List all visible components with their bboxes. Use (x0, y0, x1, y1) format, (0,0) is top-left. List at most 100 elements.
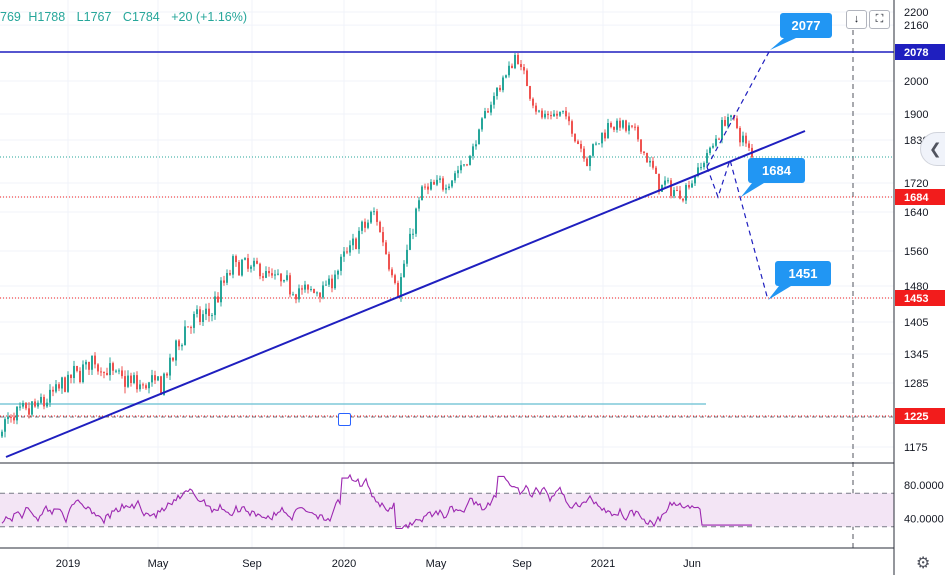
candle-body-150 (451, 180, 453, 187)
candle-body-5 (16, 406, 18, 421)
candle-body-61 (184, 326, 186, 346)
candle-body-152 (457, 170, 459, 174)
candle-body-83 (250, 266, 252, 269)
candle-body-55 (166, 373, 168, 376)
candle-body-122 (367, 222, 369, 228)
candle-body-71 (214, 296, 216, 316)
price-tick-3: 2000 (904, 76, 928, 88)
candle-body-234 (703, 163, 705, 168)
candle-body-175 (526, 70, 528, 87)
candle-body-159 (478, 129, 480, 145)
candle-body-197 (592, 144, 594, 156)
candle-body-144 (433, 181, 435, 185)
candle-body-239 (718, 138, 720, 140)
candle-body-68 (205, 308, 207, 315)
candle-body-15 (46, 402, 48, 407)
ohlc-close-label: C1784 (123, 10, 164, 24)
candle-body-216 (649, 160, 651, 163)
candle-body-237 (712, 145, 714, 148)
candle-body-230 (691, 183, 693, 188)
candle-body-215 (646, 153, 648, 163)
candle-body-160 (481, 118, 483, 130)
candle-body-171 (514, 54, 516, 69)
candle-body-142 (427, 186, 429, 190)
scroll-down-button[interactable]: ↓ (846, 10, 867, 29)
candle-body-158 (475, 144, 477, 147)
candle-body-114 (343, 251, 345, 257)
candle-body-203 (610, 123, 612, 127)
candle-body-97 (292, 294, 294, 296)
candle-body-110 (331, 278, 333, 289)
candle-body-205 (616, 120, 618, 130)
candle-body-40 (121, 370, 123, 377)
candle-body-187 (562, 110, 564, 112)
candle-body-143 (430, 181, 432, 190)
price-tick-1: 2160 (904, 20, 928, 32)
candle-body-21 (64, 377, 66, 392)
candle-body-30 (91, 355, 93, 370)
candle-body-132 (397, 282, 399, 298)
price-tick-0: 2200 (904, 7, 928, 19)
candle-body-19 (58, 384, 60, 389)
candle-body-147 (442, 178, 444, 190)
price-tag-label-1225: 1225 (904, 411, 928, 423)
candle-body-179 (538, 110, 540, 112)
candle-body-134 (403, 263, 405, 278)
candle-body-200 (601, 132, 603, 144)
candle-body-127 (382, 232, 384, 243)
candle-body-48 (145, 385, 147, 389)
callout-box-1451 (775, 261, 831, 286)
candle-body-172 (517, 54, 519, 65)
candle-body-112 (337, 270, 339, 275)
candle-body-130 (391, 269, 393, 276)
candle-body-151 (454, 173, 456, 181)
candle-body-28 (85, 361, 87, 365)
candle-body-166 (499, 87, 501, 91)
candle-body-174 (523, 67, 525, 71)
candle-body-222 (667, 180, 669, 182)
candle-body-190 (571, 121, 573, 134)
candle-body-238 (715, 138, 717, 146)
expand-pane-button[interactable] (338, 413, 351, 426)
candle-body-207 (622, 120, 624, 128)
candle-body-155 (466, 164, 468, 166)
candle-body-186 (559, 111, 561, 116)
trendline[interactable] (5, 130, 806, 458)
candle-body-16 (49, 389, 51, 403)
candle-body-243 (730, 115, 732, 118)
ohlc-readout: 769 H1788 L1767 C1784 +20 (+1.16%) (0, 10, 251, 24)
candle-body-168 (505, 75, 507, 78)
candle-body-162 (487, 111, 489, 113)
chevron-left-icon: ❮ (929, 141, 942, 158)
projection-paths[interactable] (706, 49, 771, 301)
candle-body-126 (379, 221, 381, 233)
candle-body-88 (265, 271, 267, 278)
candle-body-149 (448, 186, 450, 189)
fullscreen-button[interactable]: ⛶ (869, 10, 890, 29)
gear-icon[interactable]: ⚙ (916, 555, 931, 572)
candle-body-153 (460, 165, 462, 171)
candle-body-140 (421, 186, 423, 201)
callout-label-1451: 1451 (789, 266, 818, 281)
candle-body-75 (226, 273, 228, 283)
candle-body-66 (199, 309, 201, 322)
candle-body-177 (532, 98, 534, 106)
collapse-handle[interactable]: ❮ (920, 132, 945, 166)
candle-body-105 (316, 292, 318, 294)
candle-body-34 (103, 372, 105, 374)
candle-body-241 (724, 120, 726, 126)
candle-body-60 (181, 345, 183, 347)
price-callouts[interactable]: 2077 1684 1451 (741, 13, 832, 300)
candle-body-229 (688, 185, 690, 188)
candle-body-195 (586, 158, 588, 167)
candle-body-80 (241, 259, 243, 276)
candle-body-22 (67, 374, 69, 392)
candle-body-93 (280, 273, 282, 282)
price-tag-1225 (895, 408, 945, 424)
candle-body-219 (658, 173, 660, 192)
candle-body-117 (352, 238, 354, 246)
candle-body-62 (187, 326, 189, 328)
ohlc-low-label: L1767 (77, 10, 116, 24)
